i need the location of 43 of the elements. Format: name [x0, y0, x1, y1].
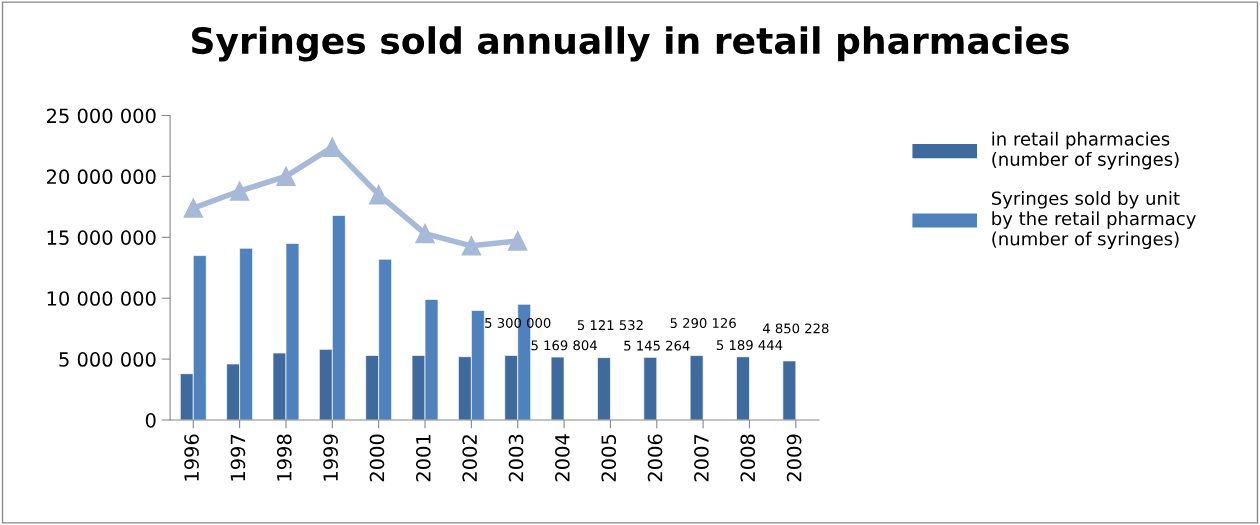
x-tick-label: 2001	[415, 434, 431, 482]
legend-label: Syringes sold by unit by the retail pharmacy (number of syringes)	[991, 191, 1196, 250]
y-tick-label: 15 000 000	[47, 230, 156, 245]
bar	[643, 356, 658, 420]
point	[368, 184, 389, 205]
chart-title: Syringes sold annually in retail pharmacies	[192, 26, 1069, 62]
data-label: 5 145 264	[624, 340, 690, 351]
data-label: 5 290 126	[670, 318, 736, 329]
data-label: 5 189 444	[716, 340, 783, 351]
point	[461, 236, 482, 256]
x-tick-label: 1996	[184, 434, 199, 481]
point	[415, 223, 435, 244]
x-tick-label: 1998	[276, 434, 292, 481]
x-tick-label: 2004	[555, 434, 570, 482]
x-tick-label: 1997	[230, 434, 246, 481]
bar	[597, 357, 611, 420]
data-label: 5 169 804	[531, 340, 597, 351]
x-tick-label: 2003	[508, 434, 524, 482]
x-tick-label: 2007	[694, 434, 709, 482]
bar	[782, 360, 797, 420]
x-tick-label: 2009	[786, 434, 802, 482]
bar	[689, 355, 704, 420]
y-tick-label: 5 000 000	[59, 352, 156, 367]
legend-label: in retail pharmacies (number of syringes)	[992, 131, 1179, 170]
x-tick-label: 2005	[601, 434, 617, 482]
x-tick-label: 2000	[369, 434, 385, 482]
x-tick-label: 2002	[462, 435, 478, 482]
x-tick-label: 1999	[323, 434, 338, 481]
point	[322, 137, 343, 157]
bar	[736, 356, 750, 420]
y-tick-label: 0	[145, 412, 156, 428]
y-tick-label: 10 000 000	[47, 291, 156, 306]
x-tick-label: 2008	[740, 434, 756, 482]
data-label: 5 121 532	[577, 320, 643, 331]
bar	[550, 356, 565, 420]
x-tick-label: 2006	[647, 434, 663, 482]
y-tick-label: 25 000 000	[47, 108, 156, 124]
y-tick-label: 20 000 000	[47, 169, 156, 185]
point	[276, 166, 296, 187]
point	[183, 198, 203, 218]
data-label: 4 850 228	[762, 323, 829, 334]
point	[508, 231, 528, 251]
point	[229, 181, 250, 201]
